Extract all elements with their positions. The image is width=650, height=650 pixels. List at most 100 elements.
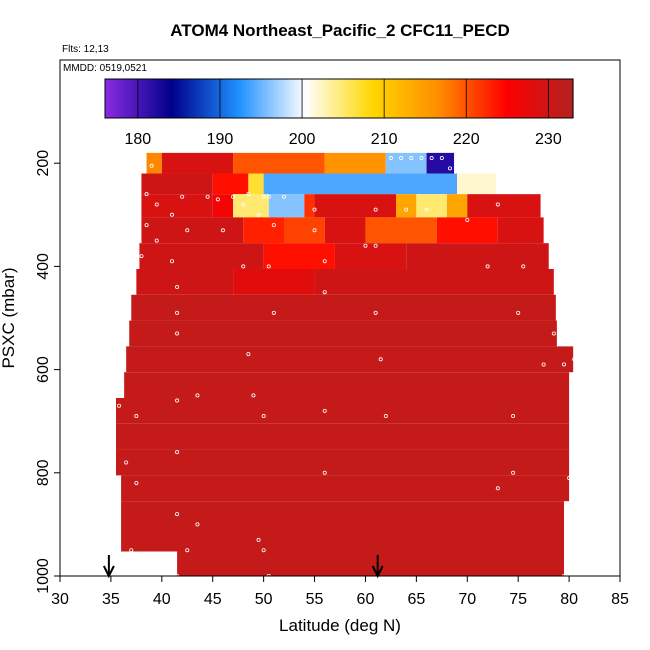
observation-point <box>424 207 429 212</box>
observation-point <box>399 156 404 161</box>
colorbar-swatch <box>405 79 408 118</box>
colorbar-swatch <box>469 79 472 118</box>
colorbar: 180 190 200 210 220 230 <box>104 78 574 148</box>
heatmap-cell <box>161 152 234 174</box>
colorbar-swatch <box>361 79 364 118</box>
colorbar-swatch <box>483 79 486 118</box>
colorbar-swatch <box>417 79 420 118</box>
colorbar-swatch <box>513 79 516 118</box>
heatmap-cell <box>396 194 417 218</box>
colorbar-swatch <box>409 79 412 118</box>
x-axis-label: Latitude (deg N) <box>279 616 401 635</box>
heatmap-cell <box>324 217 366 244</box>
colorbar-swatch <box>253 79 256 118</box>
colorbar-tick-label: 220 <box>453 131 480 148</box>
observation-point <box>266 264 271 269</box>
observation-point <box>521 264 526 269</box>
colorbar-swatch <box>433 79 436 118</box>
colorbar-swatch <box>425 79 428 118</box>
x-tick-label: 60 <box>357 591 375 608</box>
x-tick-label: 80 <box>560 591 578 608</box>
colorbar-swatch <box>173 79 176 118</box>
colorbar-swatch <box>505 79 508 118</box>
colorbar-swatch <box>235 79 238 118</box>
colorbar-swatch <box>159 79 162 118</box>
colorbar-swatch <box>107 79 110 118</box>
colorbar-swatch <box>375 79 378 118</box>
colorbar-swatch <box>475 79 478 118</box>
colorbar-swatch <box>321 79 324 118</box>
observation-point <box>281 194 286 199</box>
colorbar-swatch <box>503 79 506 118</box>
heatmap-cell <box>116 423 570 450</box>
colorbar-swatch <box>109 79 112 118</box>
observation-point <box>185 228 190 233</box>
colorbar-swatch <box>231 79 234 118</box>
observation-point <box>117 403 122 408</box>
observation-point <box>363 243 368 248</box>
colorbar-swatch <box>345 79 348 118</box>
colorbar-swatch <box>331 79 334 118</box>
colorbar-swatch <box>277 79 280 118</box>
observation-point <box>271 310 276 315</box>
colorbar-swatch <box>363 79 366 118</box>
colorbar-swatch <box>167 79 170 118</box>
colorbar-swatch <box>317 79 320 118</box>
observation-points <box>117 156 577 576</box>
colorbar-swatch <box>147 79 150 118</box>
heatmap-cell <box>116 397 570 424</box>
colorbar-swatch <box>341 79 344 118</box>
colorbar-frame <box>104 78 574 119</box>
colorbar-swatch <box>223 79 226 118</box>
observation-point <box>419 156 424 161</box>
observation-point <box>551 331 556 336</box>
observation-point <box>404 207 409 212</box>
colorbar-swatch <box>391 79 394 118</box>
plot-area-frame <box>59 59 621 577</box>
heatmap-cell <box>406 243 549 269</box>
observation-point <box>567 475 572 480</box>
observation-point <box>175 450 180 455</box>
heatmap-cell <box>263 243 335 269</box>
heatmap-cell <box>177 551 564 576</box>
colorbar-swatch <box>499 79 502 118</box>
observation-point <box>251 393 256 398</box>
observation-point <box>246 352 251 357</box>
observation-point <box>154 202 159 207</box>
colorbar-swatch <box>471 79 474 118</box>
colorbar-tick-label: 210 <box>371 131 398 148</box>
colorbar-swatch <box>517 79 520 118</box>
colorbar-swatch <box>489 79 492 118</box>
x-axis: 30 35 40 45 50 55 60 65 70 75 80 85 <box>51 576 629 608</box>
colorbar-swatch <box>217 79 220 118</box>
colorbar-swatch <box>419 79 422 118</box>
colorbar-swatch <box>431 79 434 118</box>
colorbar-swatch <box>199 79 202 118</box>
colorbar-tick-label: 180 <box>124 131 151 148</box>
colorbar-swatch <box>377 79 380 118</box>
colorbar-swatch <box>267 79 270 118</box>
heatmap-cell <box>457 173 496 195</box>
heatmap-cell <box>248 173 264 195</box>
observation-point <box>205 194 210 199</box>
colorbar-swatch <box>387 79 390 118</box>
observation-point <box>169 259 174 264</box>
colorbar-swatch <box>451 79 454 118</box>
observation-point <box>378 357 383 362</box>
heatmap-cell <box>139 243 264 269</box>
observation-point <box>322 290 327 295</box>
colorbar-swatch <box>179 79 182 118</box>
colorbar-swatch <box>275 79 278 118</box>
observation-point <box>312 207 317 212</box>
colorbar-swatch <box>117 79 120 118</box>
heatmap-cell <box>446 194 468 218</box>
observation-point <box>195 393 200 398</box>
observation-point <box>495 486 500 491</box>
x-tick-label: 50 <box>255 591 273 608</box>
colorbar-swatch <box>553 79 556 118</box>
colorbar-swatch <box>271 79 274 118</box>
colorbar-swatch <box>507 79 510 118</box>
heatmap-cells <box>116 152 574 576</box>
observation-point <box>562 574 566 576</box>
colorbar-swatch <box>407 79 410 118</box>
